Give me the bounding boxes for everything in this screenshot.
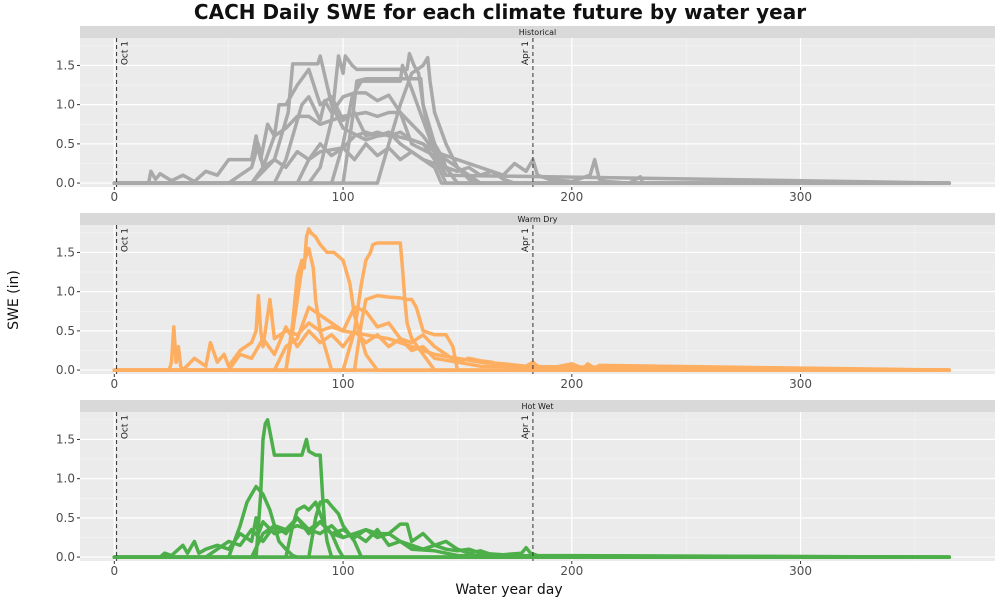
facet-strip-label: Hot Wet xyxy=(521,402,553,411)
swe-series-line xyxy=(112,91,952,185)
x-tick-label: 0 xyxy=(110,564,118,578)
y-tick-label: 1.0 xyxy=(56,285,75,299)
facet-strip xyxy=(80,400,995,412)
y-tick-label: 1.5 xyxy=(56,432,75,446)
panel-warm-dry: Warm Dry 0.0 0.5 1.0 1.5 0 100 200 300 Oct 1 Apr 1 xyxy=(56,213,995,391)
x-tick-label: 100 xyxy=(332,377,355,391)
swe-series-line xyxy=(112,516,952,559)
x-tick-label: 200 xyxy=(560,564,583,578)
facet-strip-label: Warm Dry xyxy=(518,215,558,224)
x-tick-label: 300 xyxy=(789,377,812,391)
y-tick-label: 1.0 xyxy=(56,472,75,486)
y-tick-label: 0.5 xyxy=(56,511,75,525)
reference-line-label: Oct 1 xyxy=(121,228,131,252)
facet-strip xyxy=(80,213,995,225)
y-tick-label: 0.0 xyxy=(56,550,75,564)
y-tick-label: 0.0 xyxy=(56,176,75,190)
y-tick-label: 1.0 xyxy=(56,98,75,112)
facet-strip xyxy=(80,26,995,38)
x-tick-label: 300 xyxy=(789,564,812,578)
x-tick-label: 200 xyxy=(560,190,583,204)
x-tick-label: 0 xyxy=(110,190,118,204)
y-tick-label: 0.0 xyxy=(56,363,75,377)
swe-series-line xyxy=(112,110,952,185)
swe-series-line xyxy=(112,516,952,559)
panel-background xyxy=(80,225,995,374)
swe-series-line xyxy=(112,516,952,559)
facet-strip-label: Historical xyxy=(519,28,556,37)
panel-historical: Historical 0.0 0.5 1.0 1.5 0 100 200 300 Oct 1 Apr… xyxy=(56,26,995,204)
y-tick-label: 0.5 xyxy=(56,137,75,151)
swe-series-line xyxy=(112,305,952,372)
reference-line-label: Apr 1 xyxy=(521,41,531,65)
swe-series-line xyxy=(112,55,952,185)
x-tick-label: 100 xyxy=(332,190,355,204)
x-axis-label: Water year day xyxy=(455,582,563,598)
swe-series-line xyxy=(112,325,952,372)
x-tick-label: 200 xyxy=(560,377,583,391)
x-tick-label: 100 xyxy=(332,564,355,578)
y-tick-label: 1.5 xyxy=(56,58,75,72)
swe-series-line xyxy=(112,484,952,559)
panel-hot-wet: Hot Wet 0.0 0.5 1.0 1.5 0 100 200 300 Oct 1 Apr 1 xyxy=(56,400,995,578)
reference-line-label: Apr 1 xyxy=(521,415,531,439)
reference-line-label: Apr 1 xyxy=(521,228,531,252)
swe-series-line xyxy=(112,142,952,185)
chart-title: CACH Daily SWE for each climate future b… xyxy=(193,0,807,24)
panel-background xyxy=(80,38,995,187)
y-tick-label: 0.5 xyxy=(56,324,75,338)
reference-line-label: Oct 1 xyxy=(121,415,131,439)
swe-series-line xyxy=(112,54,952,185)
swe-series-line xyxy=(112,418,952,559)
x-tick-label: 0 xyxy=(110,377,118,391)
y-tick-label: 1.5 xyxy=(56,245,75,259)
x-tick-label: 300 xyxy=(789,190,812,204)
panel-background xyxy=(80,412,995,561)
reference-line-label: Oct 1 xyxy=(121,41,131,65)
